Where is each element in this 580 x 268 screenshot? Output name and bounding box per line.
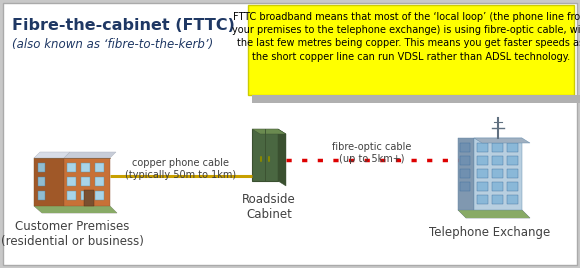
Text: Fibre-the-cabinet (FTTC): Fibre-the-cabinet (FTTC) bbox=[12, 18, 235, 33]
Bar bbox=[248, 5, 574, 95]
Text: (also known as ‘fibre-to-the-kerb’): (also known as ‘fibre-to-the-kerb’) bbox=[12, 38, 213, 51]
Bar bbox=[460, 156, 470, 165]
Polygon shape bbox=[474, 138, 530, 143]
Bar bbox=[67, 177, 76, 186]
Bar bbox=[252, 95, 580, 103]
Polygon shape bbox=[278, 129, 286, 186]
Bar bbox=[507, 156, 518, 165]
Bar bbox=[252, 129, 278, 181]
Bar bbox=[507, 195, 518, 204]
Bar bbox=[477, 156, 488, 165]
Polygon shape bbox=[34, 206, 117, 213]
Bar bbox=[38, 163, 45, 172]
Text: fibre-optic cable
(up to 5km+): fibre-optic cable (up to 5km+) bbox=[332, 142, 412, 163]
Polygon shape bbox=[34, 158, 64, 206]
Bar bbox=[492, 169, 503, 178]
Bar bbox=[477, 169, 488, 178]
Polygon shape bbox=[64, 158, 110, 206]
Bar bbox=[460, 169, 470, 178]
Bar bbox=[460, 143, 470, 152]
Bar bbox=[507, 169, 518, 178]
Bar bbox=[81, 177, 90, 186]
Polygon shape bbox=[458, 138, 474, 210]
Bar bbox=[38, 191, 45, 200]
Bar bbox=[81, 163, 90, 172]
Bar bbox=[477, 143, 488, 152]
Bar bbox=[38, 177, 45, 186]
Polygon shape bbox=[252, 129, 286, 134]
Text: Telephone Exchange: Telephone Exchange bbox=[429, 226, 550, 239]
Bar bbox=[67, 163, 76, 172]
Bar bbox=[507, 182, 518, 191]
Bar bbox=[67, 191, 76, 200]
Bar bbox=[492, 143, 503, 152]
Polygon shape bbox=[34, 152, 70, 158]
Bar bbox=[95, 191, 104, 200]
Bar bbox=[84, 190, 94, 206]
Text: Roadside
Cabinet: Roadside Cabinet bbox=[242, 193, 296, 221]
Polygon shape bbox=[34, 206, 117, 213]
Bar bbox=[507, 143, 518, 152]
Text: copper phone cable
(typically 50m to 1km): copper phone cable (typically 50m to 1km… bbox=[125, 158, 237, 180]
Text: Customer Premises
(residential or business): Customer Premises (residential or busine… bbox=[1, 220, 143, 248]
Bar bbox=[477, 182, 488, 191]
Bar bbox=[492, 156, 503, 165]
Bar bbox=[460, 182, 470, 191]
Polygon shape bbox=[64, 152, 116, 158]
Bar bbox=[492, 195, 503, 204]
Polygon shape bbox=[474, 138, 522, 210]
Text: FTTC broadband means that most of the ‘local loop’ (the phone line from
your pre: FTTC broadband means that most of the ‘l… bbox=[231, 12, 580, 62]
Bar bbox=[81, 191, 90, 200]
Bar bbox=[492, 182, 503, 191]
Bar bbox=[95, 163, 104, 172]
Polygon shape bbox=[458, 210, 530, 218]
Bar bbox=[95, 177, 104, 186]
Polygon shape bbox=[458, 210, 530, 218]
Bar bbox=[477, 195, 488, 204]
